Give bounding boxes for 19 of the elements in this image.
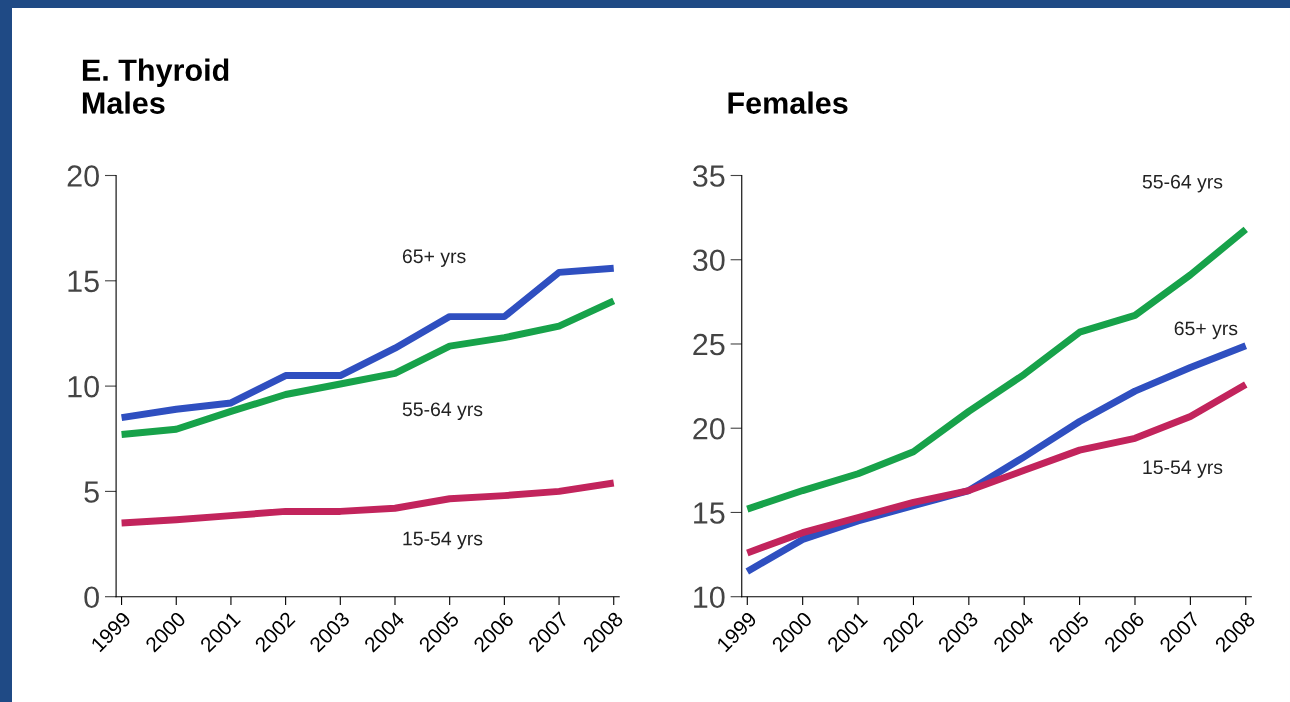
chart-title: E. Thyroid Males bbox=[82, 58, 229, 114]
text: 55-64 yrs bbox=[1142, 174, 1223, 193]
y-tick-label: 10 bbox=[694, 586, 725, 609]
series-label: 65+ yrs bbox=[1174, 321, 1238, 340]
y-tick-label: 35 bbox=[692, 165, 725, 187]
chart-title: Females bbox=[728, 91, 848, 114]
y-tick-label: 5 bbox=[84, 481, 99, 503]
y-tick-label: 20 bbox=[67, 165, 99, 187]
y-tick-label: 15 bbox=[68, 270, 99, 293]
y-tick-label: 20 bbox=[693, 417, 725, 440]
y-tick-label: 25 bbox=[693, 333, 725, 356]
series-label: 15-54 yrs bbox=[1143, 460, 1223, 478]
series-label: 55-64 yrs bbox=[402, 402, 483, 421]
y-tick-label: 15 bbox=[694, 502, 725, 524]
y-tick-label: 0 bbox=[84, 586, 99, 609]
y-tick-label: 30 bbox=[692, 249, 725, 272]
series-label: 15-54 yrs bbox=[403, 531, 483, 550]
y-tick-label: 10 bbox=[68, 375, 99, 398]
text: 65+ yrs bbox=[402, 249, 466, 267]
